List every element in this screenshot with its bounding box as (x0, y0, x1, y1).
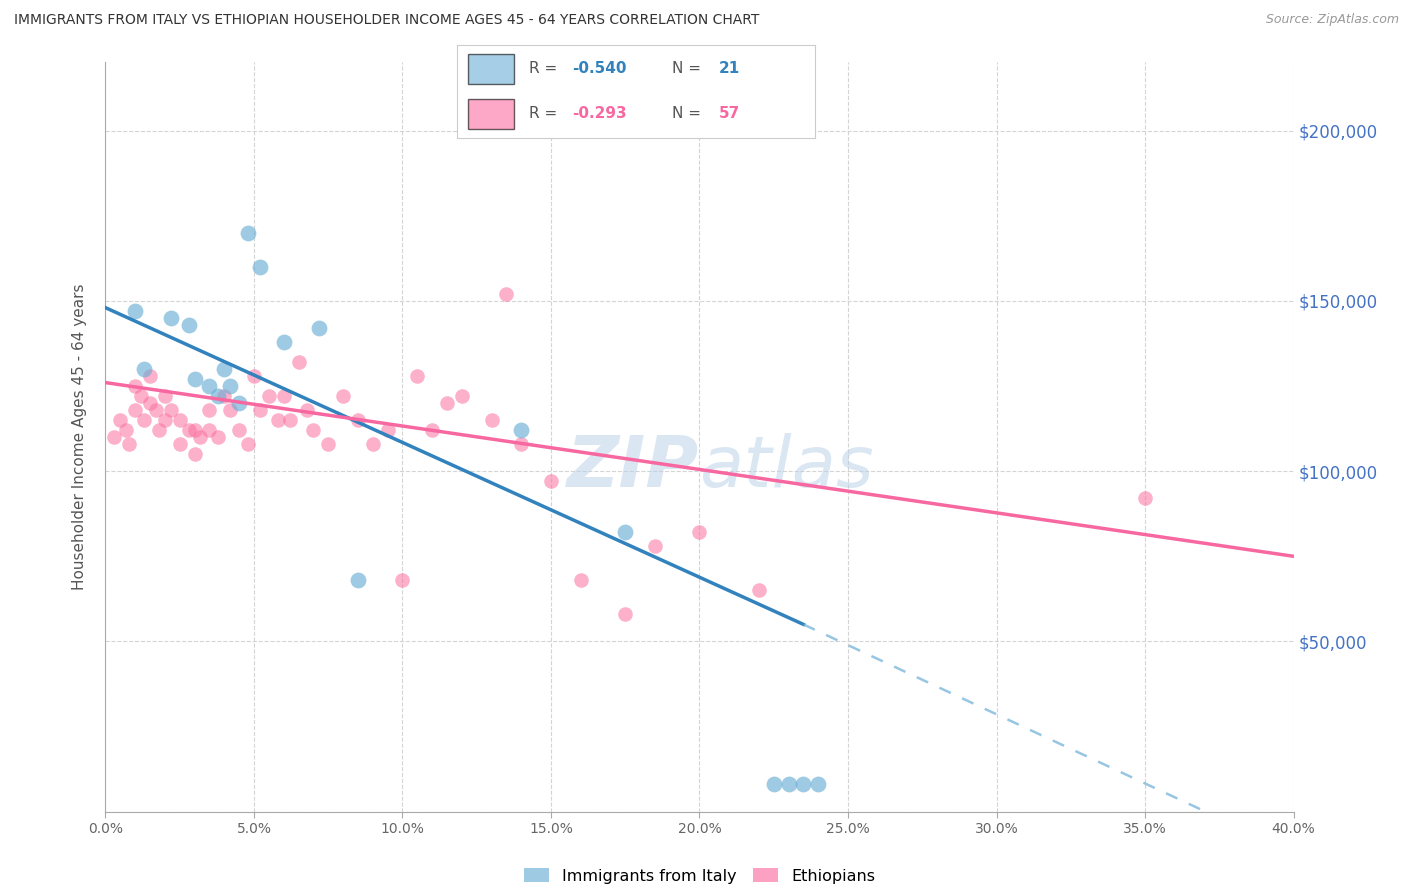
Point (287, 355, 309, 369)
Point (450, 389, 472, 403)
Point (103, 430, 125, 444)
Point (316, 437, 339, 451)
Text: -0.540: -0.540 (572, 62, 626, 77)
Point (510, 437, 533, 451)
Point (249, 260, 271, 274)
Point (406, 368, 429, 383)
Point (273, 334, 295, 349)
Point (207, 430, 229, 444)
FancyBboxPatch shape (468, 99, 515, 129)
Point (129, 389, 152, 403)
Point (115, 423, 138, 437)
Point (243, 368, 266, 383)
Point (510, 423, 533, 437)
Point (132, 413, 155, 427)
Text: ZIP: ZIP (567, 433, 700, 501)
Point (257, 389, 280, 403)
Point (139, 368, 162, 383)
Point (267, 413, 290, 427)
Text: R =: R = (529, 62, 562, 77)
Point (183, 447, 205, 461)
Text: -0.293: -0.293 (572, 106, 626, 121)
Point (273, 389, 295, 403)
Point (124, 379, 146, 393)
Point (236, 437, 259, 451)
FancyBboxPatch shape (468, 54, 515, 84)
Point (807, 777, 830, 791)
Point (644, 539, 666, 553)
Point (153, 413, 176, 427)
Point (139, 396, 162, 410)
Point (762, 777, 785, 791)
Point (110, 413, 132, 427)
Text: IMMIGRANTS FROM ITALY VS ETHIOPIAN HOUSEHOLDER INCOME AGES 45 - 64 YEARS CORRELA: IMMIGRANTS FROM ITALY VS ETHIOPIAN HOUSE… (14, 13, 759, 28)
Point (481, 413, 503, 427)
Point (190, 430, 212, 444)
Point (214, 389, 236, 403)
Point (183, 372, 205, 386)
Point (214, 362, 236, 376)
Point (614, 525, 637, 540)
Point (132, 362, 155, 376)
Point (159, 402, 181, 417)
Point (118, 437, 141, 451)
Text: Source: ZipAtlas.com: Source: ZipAtlas.com (1265, 13, 1399, 27)
Point (278, 413, 301, 427)
Point (219, 379, 242, 393)
Point (308, 321, 330, 335)
Point (792, 777, 814, 791)
Point (361, 437, 384, 451)
Point (614, 607, 637, 622)
Point (228, 423, 250, 437)
Point (1133, 491, 1156, 506)
Point (347, 573, 370, 587)
Text: atlas: atlas (700, 433, 875, 501)
Point (302, 423, 325, 437)
Point (420, 423, 443, 437)
Point (145, 402, 167, 417)
Point (249, 402, 271, 417)
Text: N =: N = (672, 106, 706, 121)
Point (540, 475, 562, 489)
Legend: Immigrants from Italy, Ethiopians: Immigrants from Italy, Ethiopians (517, 862, 882, 890)
Point (778, 777, 800, 791)
Point (495, 287, 517, 301)
Point (748, 583, 770, 598)
Point (153, 389, 176, 403)
Point (219, 402, 242, 417)
Point (198, 402, 221, 417)
Text: 21: 21 (718, 62, 740, 77)
Point (148, 423, 170, 437)
Point (347, 413, 370, 427)
Point (689, 525, 711, 540)
Point (183, 423, 205, 437)
Point (159, 310, 181, 325)
Point (124, 304, 146, 318)
Point (207, 389, 229, 403)
Point (297, 402, 319, 417)
Point (198, 423, 221, 437)
Text: 57: 57 (718, 106, 740, 121)
Point (169, 437, 191, 451)
Point (177, 318, 200, 332)
Point (177, 423, 200, 437)
Point (124, 402, 146, 417)
Point (169, 413, 191, 427)
Point (391, 573, 413, 587)
Point (228, 396, 250, 410)
Point (436, 396, 458, 410)
Text: N =: N = (672, 62, 706, 77)
Y-axis label: Householder Income Ages 45 - 64 years: Householder Income Ages 45 - 64 years (72, 284, 87, 591)
Point (569, 573, 592, 587)
Text: R =: R = (529, 106, 562, 121)
Point (198, 379, 221, 393)
Point (332, 389, 354, 403)
Point (236, 226, 259, 240)
Point (377, 423, 399, 437)
